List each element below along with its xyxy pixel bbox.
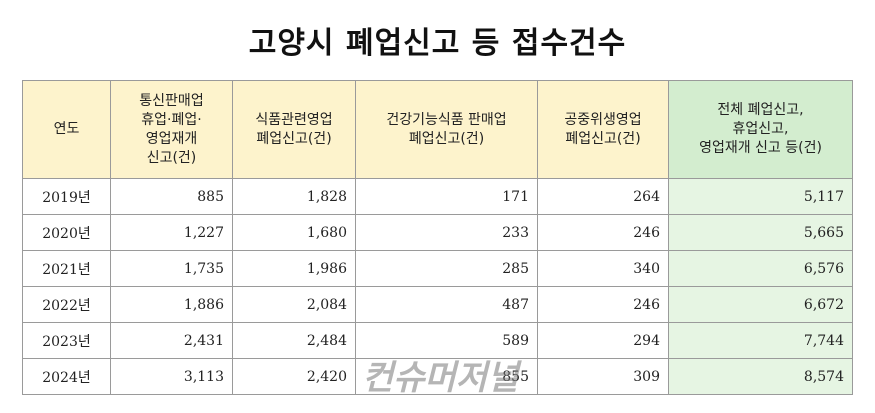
value-cell: 1,828 (232, 178, 356, 215)
watermark: 컨슈머저널 (362, 358, 519, 398)
value-cell: 246 (537, 286, 669, 323)
value-cell: 6,576 (668, 250, 853, 287)
value-cell: 2,084 (232, 286, 356, 323)
value-cell: 589 (355, 322, 538, 359)
header-line: 연도 (53, 121, 80, 137)
header-line: 폐업신고(건) (256, 130, 332, 147)
header-line: 휴업·폐업· (141, 111, 202, 128)
year-cell: 2024년 (22, 358, 111, 395)
table-row: 2023년 2,431 2,484 589 294 7,744 (22, 322, 853, 359)
year-cell: 2019년 (22, 178, 111, 215)
value-cell: 6,672 (668, 286, 853, 323)
value-cell: 7,744 (668, 322, 853, 359)
value-cell: 2,484 (232, 322, 356, 359)
value-cell: 2,431 (110, 322, 233, 359)
header-line: 통신판매업 (139, 92, 204, 109)
value-cell: 855 (355, 358, 538, 395)
header-line: 영업재개 신고 등(건) (699, 140, 822, 156)
value-cell: 1,735 (110, 250, 233, 287)
value-cell: 3,113 (110, 358, 233, 395)
value-cell: 1,986 (232, 250, 356, 287)
year-cell: 2021년 (22, 250, 111, 287)
header-line: 신고(건) (146, 149, 197, 166)
value-cell: 8,574 (668, 358, 853, 395)
value-cell: 5,665 (668, 214, 853, 251)
title: 고양시 폐업신고 등 접수건수 (248, 26, 627, 61)
header-line: 공중위생영업 (564, 111, 642, 128)
value-cell: 285 (355, 250, 538, 287)
value-cell: 2,420 (232, 358, 356, 395)
table-row: 2020년 1,227 1,680 233 246 5,665 (22, 214, 853, 251)
value-cell: 246 (537, 214, 669, 251)
value-cell: 264 (537, 178, 669, 215)
value-cell: 885 (110, 178, 233, 215)
header-line: 영업재개 (145, 130, 198, 147)
header-cell: 연도 (22, 80, 111, 179)
value-cell: 309 (537, 358, 669, 395)
value-cell: 340 (537, 250, 669, 287)
year-cell: 2023년 (22, 322, 111, 359)
value-cell: 233 (355, 214, 538, 251)
header-line: 폐업신고(건) (408, 130, 485, 147)
value-cell: 487 (355, 286, 538, 323)
header-line: 식품관련영업 (255, 111, 333, 128)
table-row: 2022년 1,886 2,084 487 246 6,672 (22, 286, 853, 323)
value-cell: 1,886 (110, 286, 233, 323)
value-cell: 5,117 (668, 178, 853, 215)
header-line: 전체 폐업신고, (717, 102, 804, 118)
header-line: 휴업신고, (732, 121, 789, 137)
header-line: 건강기능식품 판매업 (386, 111, 507, 128)
value-cell: 1,680 (232, 214, 356, 251)
year-cell: 2022년 (22, 286, 111, 323)
value-cell: 1,227 (110, 214, 233, 251)
header-cell: 전체 폐업신고, 휴업신고, 영업재개 신고 등(건) (668, 80, 853, 179)
year-cell: 2020년 (22, 214, 111, 251)
header-line: 폐업신고(건) (565, 130, 641, 147)
table-row: 2021년 1,735 1,986 285 340 6,576 (22, 250, 853, 287)
data-table: 연도 통신판매업 휴업·폐업· 영업재개 신고(건) 식품관련영업 폐업신고(건) 건강기능식… (22, 80, 853, 395)
value-cell: 294 (537, 322, 669, 359)
value-cell: 171 (355, 178, 538, 215)
header-row: 연도 통신판매업 휴업·폐업· 영업재개 신고(건) 식품관련영업 폐업신고(건) 건강기능식… (22, 80, 853, 179)
table-row: 2019년 885 1,828 171 264 5,117 (22, 178, 853, 215)
table-row: 2024년 3,113 2,420 855 309 8,574 (22, 358, 853, 395)
